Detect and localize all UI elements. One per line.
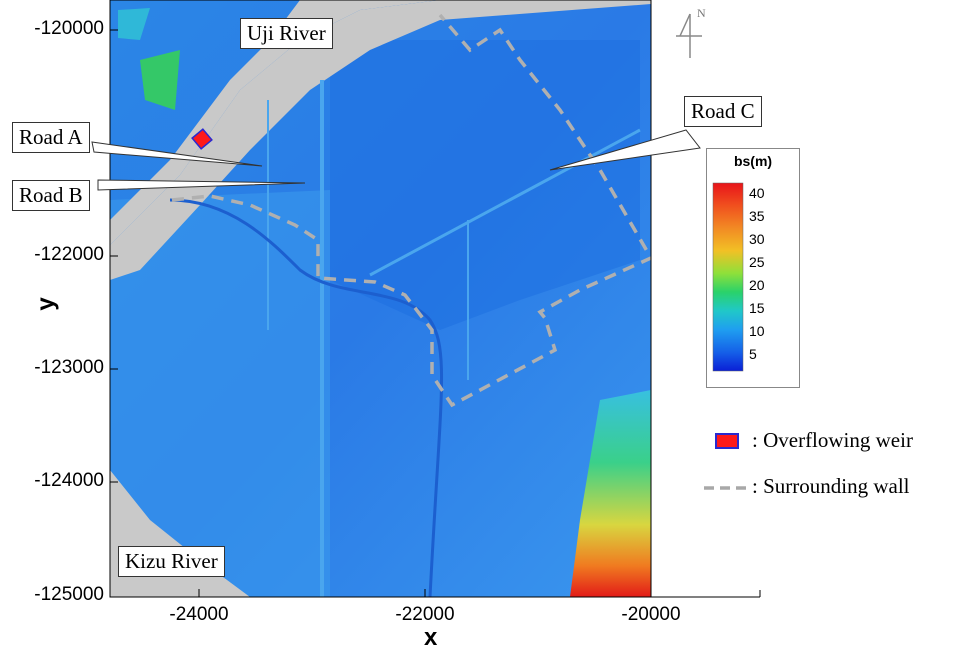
y-tick-label: -122000 [34, 244, 104, 265]
north-label: N [697, 6, 706, 20]
y-tick-label: -120000 [34, 18, 104, 39]
wall-key-label: : Surrounding wall [752, 474, 910, 498]
legend-tick: 5 [749, 346, 757, 362]
road-a-label: Road A [12, 122, 90, 153]
y-axis-label: y [32, 297, 60, 311]
plot-frame [109, 0, 652, 598]
road-b-label: Road B [12, 180, 90, 211]
north-arrow-icon [676, 13, 702, 58]
kizu-river-label: Kizu River [118, 546, 225, 577]
elevation-raster [110, 0, 651, 597]
x-tick-label: -24000 [169, 604, 229, 625]
legend: bs(m) 40 35 30 25 20 15 10 5 [706, 148, 800, 388]
legend-tick: 40 [749, 185, 765, 201]
legend-colorbar [712, 182, 744, 372]
legend-tick: 10 [749, 323, 765, 339]
x-axis-label: x [424, 624, 438, 651]
x-tick-label: -20000 [621, 604, 681, 625]
legend-tick: 25 [749, 254, 765, 270]
surrounding-wall-line [171, 13, 651, 408]
legend-tick: 15 [749, 300, 765, 316]
weir-key-swatch [715, 433, 739, 449]
legend-tick: 30 [749, 231, 765, 247]
weir-key-label: : Overflowing weir [752, 428, 913, 452]
legend-tick: 35 [749, 208, 765, 224]
y-tick-label: -123000 [34, 357, 104, 378]
y-tick-label: -124000 [34, 470, 104, 491]
overflowing-weir-marker [191, 128, 213, 150]
uji-river-label: Uji River [240, 18, 333, 49]
road-c-label: Road C [684, 96, 762, 127]
road-c-pointer [549, 129, 701, 171]
x-tick-label: -22000 [395, 604, 455, 625]
road-b-pointer [97, 179, 306, 191]
road-a-pointer [91, 141, 263, 167]
legend-tick: 20 [749, 277, 765, 293]
y-tick-label: -125000 [34, 584, 104, 605]
legend-title: bs(m) [733, 153, 773, 169]
